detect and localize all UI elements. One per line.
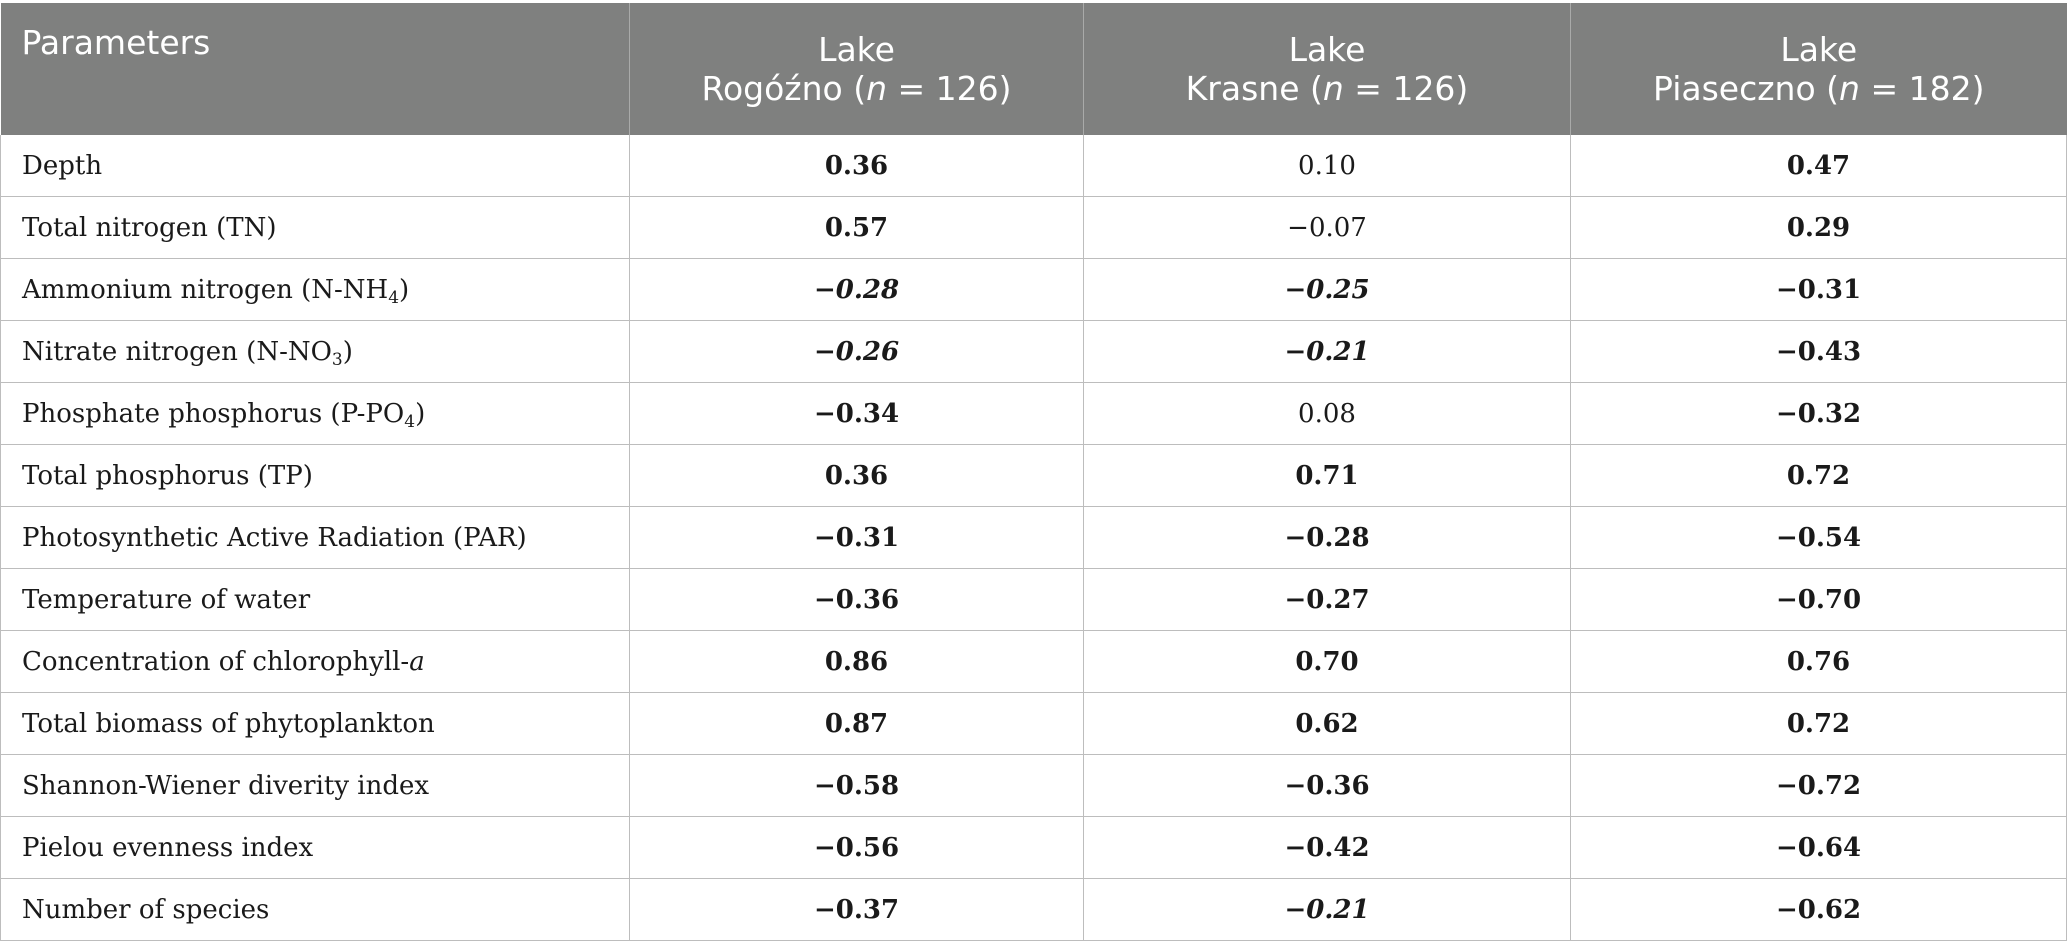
value-cell: −0.32 (1570, 382, 2067, 445)
table-header: Parameters Lake Rogóźno (n = 126) Lake K… (0, 3, 2067, 135)
value-cell: −0.27 (1083, 568, 1571, 631)
value-cell: −0.21 (1083, 320, 1571, 383)
table-row: Total phosphorus (TP) 0.36 0.71 0.72 (0, 444, 2067, 507)
value-cell: −0.34 (629, 382, 1084, 445)
value-cell: −0.58 (629, 754, 1084, 817)
value-cell: −0.21 (1083, 878, 1571, 941)
value-cell: 0.08 (1083, 382, 1571, 445)
value-cell: 0.62 (1083, 692, 1571, 755)
param-cell: Pielou evenness index (0, 816, 630, 879)
value-cell: −0.64 (1570, 816, 2067, 879)
table-row: Shannon-Wiener diverity index −0.58 −0.3… (0, 754, 2067, 817)
value-cell: −0.31 (1570, 258, 2067, 321)
param-cell: Nitrate nitrogen (N-NO3) (0, 320, 630, 383)
param-cell: Shannon-Wiener diverity index (0, 754, 630, 817)
value-cell: −0.26 (629, 320, 1084, 383)
header-lake-krasne: Lake Krasne (n = 126) (1083, 3, 1571, 135)
correlation-table: Parameters Lake Rogóźno (n = 126) Lake K… (0, 3, 2067, 941)
param-cell: Photosynthetic Active Radiation (PAR) (0, 506, 630, 569)
header-lake-name: Rogóźno (n = 126) (701, 69, 1012, 108)
header-lake-label: Lake (1288, 30, 1366, 69)
value-cell: −0.42 (1083, 816, 1571, 879)
value-cell: −0.36 (629, 568, 1084, 631)
header-row: Parameters Lake Rogóźno (n = 126) Lake K… (0, 3, 2067, 135)
param-cell: Number of species (0, 878, 630, 941)
param-cell: Total phosphorus (TP) (0, 444, 630, 507)
table-row: Total nitrogen (TN) 0.57 −0.07 0.29 (0, 196, 2067, 259)
param-cell: Total biomass of phytoplankton (0, 692, 630, 755)
value-cell: −0.28 (1083, 506, 1571, 569)
table-row: Ammonium nitrogen (N-NH4) −0.28 −0.25 −0… (0, 258, 2067, 321)
correlation-table-container: Parameters Lake Rogóźno (n = 126) Lake K… (0, 3, 2067, 941)
table-row: Temperature of water −0.36 −0.27 −0.70 (0, 568, 2067, 631)
header-lake-name: Krasne (n = 126) (1185, 69, 1469, 108)
value-cell: −0.36 (1083, 754, 1571, 817)
value-cell: 0.71 (1083, 444, 1571, 507)
param-cell: Concentration of chlorophyll-a (0, 630, 630, 693)
value-cell: −0.25 (1083, 258, 1571, 321)
value-cell: −0.56 (629, 816, 1084, 879)
value-cell: 0.29 (1570, 196, 2067, 259)
value-cell: −0.54 (1570, 506, 2067, 569)
param-cell: Depth (0, 135, 630, 197)
param-cell: Phosphate phosphorus (P-PO4) (0, 382, 630, 445)
value-cell: 0.86 (629, 630, 1084, 693)
table-row: Phosphate phosphorus (P-PO4) −0.34 0.08 … (0, 382, 2067, 445)
value-cell: −0.07 (1083, 196, 1571, 259)
table-row: Pielou evenness index −0.56 −0.42 −0.64 (0, 816, 2067, 879)
table-row: Number of species −0.37 −0.21 −0.62 (0, 878, 2067, 941)
value-cell: −0.37 (629, 878, 1084, 941)
value-cell: 0.10 (1083, 135, 1571, 197)
header-lake-piaseczno: Lake Piaseczno (n = 182) (1570, 3, 2067, 135)
param-cell: Ammonium nitrogen (N-NH4) (0, 258, 630, 321)
table-row: Concentration of chlorophyll-a 0.86 0.70… (0, 630, 2067, 693)
value-cell: −0.28 (629, 258, 1084, 321)
value-cell: 0.36 (629, 135, 1084, 197)
value-cell: −0.31 (629, 506, 1084, 569)
param-cell: Total nitrogen (TN) (0, 196, 630, 259)
param-cell: Temperature of water (0, 568, 630, 631)
value-cell: −0.62 (1570, 878, 2067, 941)
header-lake-name: Piaseczno (n = 182) (1653, 69, 1985, 108)
header-lake-rogozno: Lake Rogóźno (n = 126) (629, 3, 1084, 135)
table-row: Nitrate nitrogen (N-NO3) −0.26 −0.21 −0.… (0, 320, 2067, 383)
value-cell: 0.72 (1570, 444, 2067, 507)
value-cell: −0.70 (1570, 568, 2067, 631)
value-cell: −0.43 (1570, 320, 2067, 383)
table-body: Depth 0.36 0.10 0.47 Total nitrogen (TN)… (0, 135, 2067, 941)
value-cell: 0.87 (629, 692, 1084, 755)
value-cell: 0.36 (629, 444, 1084, 507)
value-cell: 0.70 (1083, 630, 1571, 693)
table-row: Total biomass of phytoplankton 0.87 0.62… (0, 692, 2067, 755)
table-row: Depth 0.36 0.10 0.47 (0, 135, 2067, 197)
value-cell: 0.76 (1570, 630, 2067, 693)
value-cell: 0.57 (629, 196, 1084, 259)
header-parameters: Parameters (0, 3, 630, 135)
value-cell: 0.72 (1570, 692, 2067, 755)
header-lake-label: Lake (818, 30, 895, 69)
value-cell: −0.72 (1570, 754, 2067, 817)
header-lake-label: Lake (1780, 30, 1858, 69)
value-cell: 0.47 (1570, 135, 2067, 197)
table-row: Photosynthetic Active Radiation (PAR) −0… (0, 506, 2067, 569)
